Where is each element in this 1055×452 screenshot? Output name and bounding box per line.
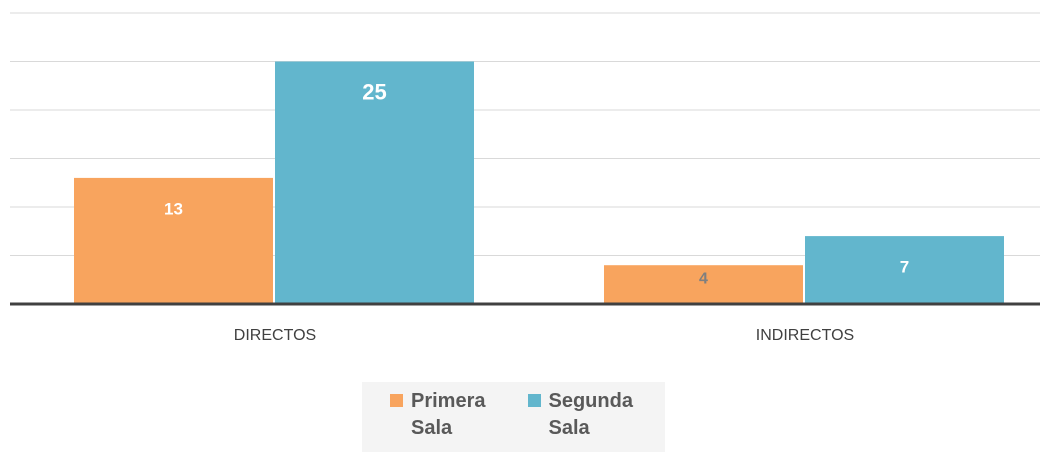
legend-item: Primera Sala (390, 388, 528, 452)
x-tick-label: DIRECTOS (234, 327, 316, 344)
legend-item: Segunda Sala (527, 388, 666, 452)
legend-label: Primera Sala (411, 390, 486, 439)
data-label: 25 (362, 79, 386, 104)
legend: Primera Sala Segunda Sala (362, 382, 665, 452)
bar (74, 177, 273, 304)
bar (805, 236, 1004, 304)
legend-label: Segunda Sala (548, 390, 633, 439)
x-tick-label: INDIRECTOS (756, 327, 854, 344)
data-label: 7 (900, 258, 909, 277)
data-label: 4 (699, 270, 708, 287)
bar (275, 61, 474, 304)
legend-swatch (390, 394, 403, 407)
legend-swatch (527, 394, 541, 407)
data-label: 13 (164, 199, 183, 218)
bar (604, 265, 803, 304)
plot: DIRECTOS 13 25 INDIRECTOS 4 7 (10, 12, 1040, 344)
